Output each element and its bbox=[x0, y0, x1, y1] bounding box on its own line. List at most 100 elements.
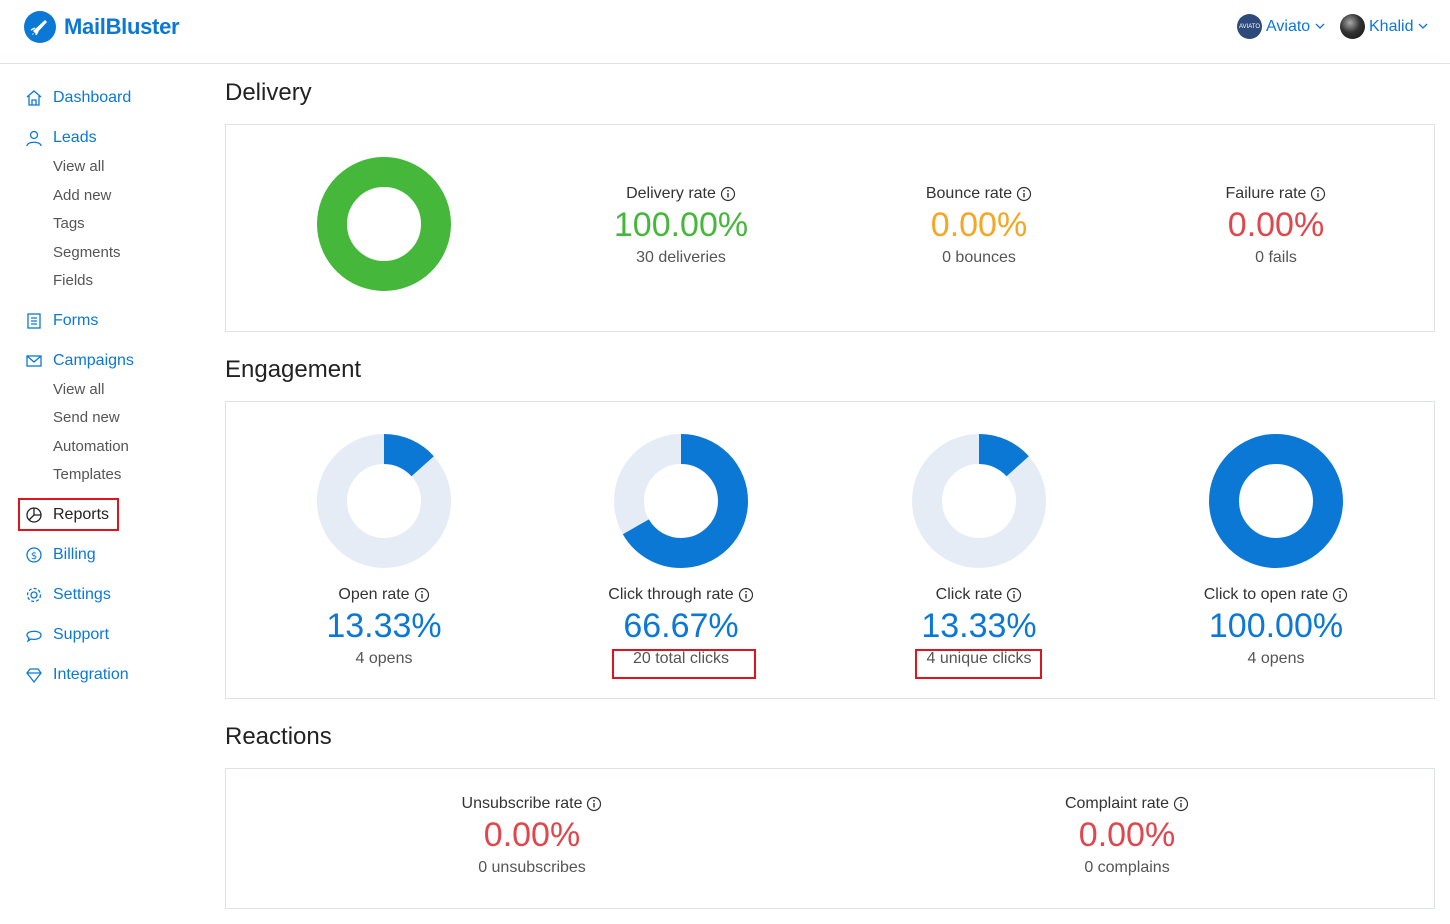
donut-fill bbox=[317, 434, 451, 568]
sidebar-item-leads[interactable]: Leads bbox=[24, 126, 97, 150]
open-rate-donut-chart bbox=[317, 434, 451, 568]
chevron-down-icon bbox=[1418, 23, 1428, 30]
reactions-card: Unsubscribe rate 0.00% 0 unsubscribes Co… bbox=[225, 768, 1435, 909]
metric-label: Failure rate bbox=[1225, 185, 1307, 202]
highlight-box bbox=[612, 649, 756, 679]
rocket-logo-icon bbox=[24, 11, 56, 43]
delivery-donut-ring bbox=[317, 157, 451, 291]
bounce-rate-metric: Bounce rate 0.00% 0 bounces bbox=[849, 185, 1109, 267]
info-icon[interactable] bbox=[1310, 186, 1326, 202]
metric-label: Click through rate bbox=[608, 586, 734, 603]
sidebar-item-label: Forms bbox=[53, 312, 99, 329]
sidebar-item-label: Support bbox=[53, 626, 110, 643]
info-icon[interactable] bbox=[586, 796, 602, 812]
info-icon[interactable] bbox=[720, 186, 736, 202]
metric-label: Delivery rate bbox=[626, 185, 716, 202]
unsubscribe-rate-metric: Unsubscribe rate 0.00% 0 unsubscribes bbox=[402, 795, 662, 877]
metric-subtext: 0 unsubscribes bbox=[478, 859, 586, 876]
sidebar-item-forms[interactable]: Forms bbox=[24, 309, 98, 333]
metric-label: Open rate bbox=[338, 586, 410, 603]
metric-subtext: 0 fails bbox=[1255, 249, 1297, 266]
sidebar-subitem-leads-tags[interactable]: Tags bbox=[53, 215, 85, 232]
sidebar-item-dashboard[interactable]: Dashboard bbox=[24, 86, 131, 110]
sidebar-item-label: Campaigns bbox=[53, 352, 134, 369]
delivery-donut-chart bbox=[317, 157, 451, 291]
metric-subtext: 20 total clicks bbox=[632, 650, 730, 667]
sidebar-subitem-campaigns-send-new[interactable]: Send new bbox=[53, 409, 120, 426]
section-title-delivery: Delivery bbox=[225, 79, 312, 106]
org-avatar: AVIATO bbox=[1237, 14, 1262, 39]
envelope-icon bbox=[24, 351, 44, 371]
sidebar-subitem-leads-segments[interactable]: Segments bbox=[53, 244, 121, 261]
metric-subtext: 0 complains bbox=[1084, 859, 1170, 876]
brand-logo[interactable]: MailBluster bbox=[24, 11, 180, 43]
sidebar-item-support[interactable]: Support bbox=[24, 623, 109, 647]
donut-fill bbox=[1209, 434, 1343, 568]
metric-value: 0.00% bbox=[1227, 206, 1325, 244]
click-to-open-rate-donut-chart bbox=[1209, 434, 1343, 568]
delivery-rate-metric: Delivery rate 100.00% 30 deliveries bbox=[551, 185, 811, 267]
metric-value: 100.00% bbox=[1208, 607, 1344, 645]
click-rate-metric: Click rate 13.33% 4 unique clicks bbox=[849, 586, 1109, 668]
metric-label: Bounce rate bbox=[925, 185, 1013, 202]
sidebar-item-reports[interactable]: Reports bbox=[24, 503, 109, 527]
complaint-rate-metric: Complaint rate 0.00% 0 complains bbox=[997, 795, 1257, 877]
sidebar-item-settings[interactable]: Settings bbox=[24, 583, 111, 607]
sidebar-item-label: Dashboard bbox=[53, 89, 132, 106]
gear-icon bbox=[24, 585, 44, 605]
sidebar-item-label: Integration bbox=[53, 666, 129, 683]
sidebar-subitem-leads-fields[interactable]: Fields bbox=[53, 272, 94, 289]
section-title-engagement: Engagement bbox=[225, 356, 362, 383]
sidebar-subitem-leads-add-new[interactable]: Add new bbox=[53, 187, 112, 204]
sidebar-subitem-leads-view-all[interactable]: View all bbox=[53, 158, 105, 175]
chevron-down-icon bbox=[1315, 23, 1325, 30]
diamond-icon bbox=[24, 665, 44, 685]
highlight-box bbox=[18, 498, 119, 531]
org-switcher[interactable]: AVIATO Aviato bbox=[1237, 14, 1325, 39]
donut-fill bbox=[614, 434, 748, 568]
click-rate-donut-chart bbox=[912, 434, 1046, 568]
sidebar-subitem-campaigns-view-all[interactable]: View all bbox=[53, 381, 105, 398]
info-icon[interactable] bbox=[1006, 587, 1022, 603]
section-title-reactions: Reactions bbox=[225, 723, 332, 750]
info-icon[interactable] bbox=[414, 587, 430, 603]
metric-subtext: 4 unique clicks bbox=[926, 650, 1032, 667]
user-icon bbox=[24, 128, 44, 148]
sidebar-subitem-campaigns-templates[interactable]: Templates bbox=[53, 466, 122, 483]
metric-label: Complaint rate bbox=[1064, 795, 1170, 812]
form-icon bbox=[24, 311, 44, 331]
sidebar: Dashboard Leads View all Add new Tags Se… bbox=[0, 64, 210, 924]
org-name: Aviato bbox=[1266, 17, 1311, 35]
highlight-box bbox=[915, 649, 1042, 679]
metric-value: 13.33% bbox=[326, 607, 442, 645]
info-icon[interactable] bbox=[1173, 796, 1189, 812]
pie-chart-icon bbox=[24, 505, 44, 525]
home-icon bbox=[24, 88, 44, 108]
user-name: Khalid bbox=[1369, 17, 1414, 35]
metric-value: 0.00% bbox=[930, 206, 1028, 244]
metric-value: 0.00% bbox=[1078, 816, 1176, 854]
donut-fill bbox=[912, 434, 1046, 568]
brand-name: MailBluster bbox=[64, 14, 180, 39]
dollar-icon: $ bbox=[24, 545, 44, 565]
metric-subtext: 30 deliveries bbox=[636, 249, 726, 266]
sidebar-item-integration[interactable]: Integration bbox=[24, 663, 129, 687]
metric-subtext: 4 opens bbox=[1247, 650, 1305, 667]
sidebar-subitem-campaigns-automation[interactable]: Automation bbox=[53, 438, 129, 455]
sidebar-item-billing[interactable]: $ Billing bbox=[24, 543, 96, 567]
svg-text:$: $ bbox=[31, 551, 37, 562]
info-icon[interactable] bbox=[1332, 587, 1348, 603]
sidebar-item-campaigns[interactable]: Campaigns bbox=[24, 349, 134, 373]
engagement-card: Open rate 13.33% 4 opens Click through r… bbox=[225, 401, 1435, 699]
info-icon[interactable] bbox=[1016, 186, 1032, 202]
failure-rate-metric: Failure rate 0.00% 0 fails bbox=[1146, 185, 1406, 267]
sidebar-item-label: Reports bbox=[53, 506, 110, 523]
info-icon[interactable] bbox=[738, 587, 754, 603]
metric-value: 13.33% bbox=[921, 607, 1037, 645]
metric-label: Click rate bbox=[935, 586, 1003, 603]
metric-subtext: 4 opens bbox=[355, 650, 413, 667]
metric-subtext: 0 bounces bbox=[942, 249, 1016, 266]
chat-icon bbox=[24, 625, 44, 645]
metric-label: Unsubscribe rate bbox=[461, 795, 583, 812]
user-menu[interactable]: Khalid bbox=[1340, 14, 1428, 39]
